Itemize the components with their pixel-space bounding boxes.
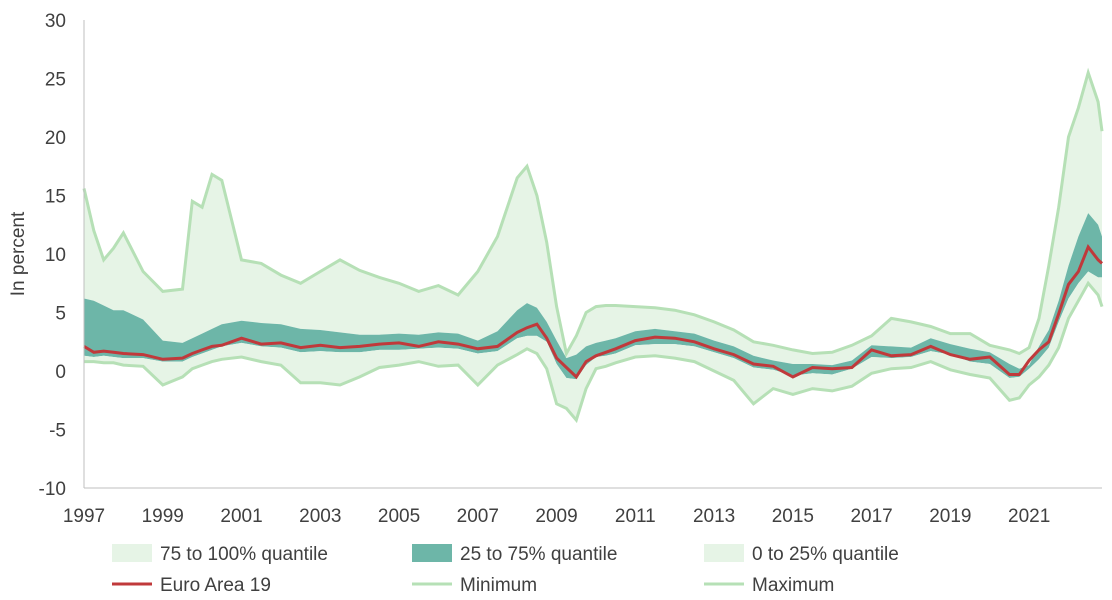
x-tick-label: 2021 <box>1008 506 1050 527</box>
y-tick-label: -5 <box>49 421 66 442</box>
x-tick-label: 2019 <box>929 506 971 527</box>
legend-item: Maximum <box>704 575 834 596</box>
series-lines <box>82 67 1104 424</box>
x-tick-label: 2009 <box>535 506 577 527</box>
y-tick-label: 25 <box>45 70 66 91</box>
legend-item: Euro Area 19 <box>112 575 271 596</box>
legend-label: 25 to 75% quantile <box>460 544 617 565</box>
legend-swatch <box>412 544 452 562</box>
legend-label: Maximum <box>752 575 834 596</box>
x-tick-label: 1997 <box>63 506 105 527</box>
band-0-25 <box>84 271 1102 421</box>
legend: 75 to 100% quantile 25 to 75% quantile 0 t… <box>112 544 899 596</box>
y-tick-labels: 30 25 20 15 10 5 0 -5 -10 <box>39 11 66 500</box>
legend-item: 75 to 100% quantile <box>112 544 328 565</box>
band-75-100 <box>84 72 1102 369</box>
x-tick-label: 2001 <box>220 506 262 527</box>
x-tick-label: 2017 <box>850 506 892 527</box>
x-tick-label: 2011 <box>615 506 656 527</box>
maximum-line <box>82 67 1104 358</box>
legend-swatch <box>704 544 744 562</box>
x-tick-labels: 1997 1999 2001 2003 2005 2007 2009 2011 2013 2015… <box>63 506 1050 527</box>
x-tick-label: 2013 <box>693 506 735 527</box>
x-tick-label: 2005 <box>378 506 420 527</box>
y-tick-label: 30 <box>45 11 66 32</box>
legend-label: 75 to 100% quantile <box>160 544 328 565</box>
x-tick-label: 2015 <box>772 506 814 527</box>
axes <box>83 20 1102 489</box>
x-tick-label: 2003 <box>299 506 341 527</box>
y-axis-title: In percent <box>8 211 29 296</box>
minimum-line <box>84 280 1104 424</box>
y-tick-label: 5 <box>55 304 66 325</box>
euro-area-19-line <box>83 243 1104 380</box>
legend-label: Euro Area 19 <box>160 575 271 596</box>
x-tick-label: 2007 <box>457 506 499 527</box>
y-tick-label: -10 <box>39 479 66 500</box>
legend-label: 0 to 25% quantile <box>752 544 899 565</box>
legend-label: Minimum <box>460 575 537 596</box>
y-tick-label: 0 <box>55 362 66 383</box>
y-tick-label: 10 <box>45 245 66 266</box>
legend-item: 25 to 75% quantile <box>412 544 617 565</box>
x-tick-label: 1999 <box>142 506 184 527</box>
legend-item: Minimum <box>412 575 537 596</box>
y-tick-label: 15 <box>45 187 66 208</box>
legend-item: 0 to 25% quantile <box>704 544 899 565</box>
band-25-75 <box>84 213 1102 380</box>
legend-swatch <box>112 544 152 562</box>
y-tick-label: 20 <box>45 128 66 149</box>
quantile-bands <box>84 72 1102 421</box>
